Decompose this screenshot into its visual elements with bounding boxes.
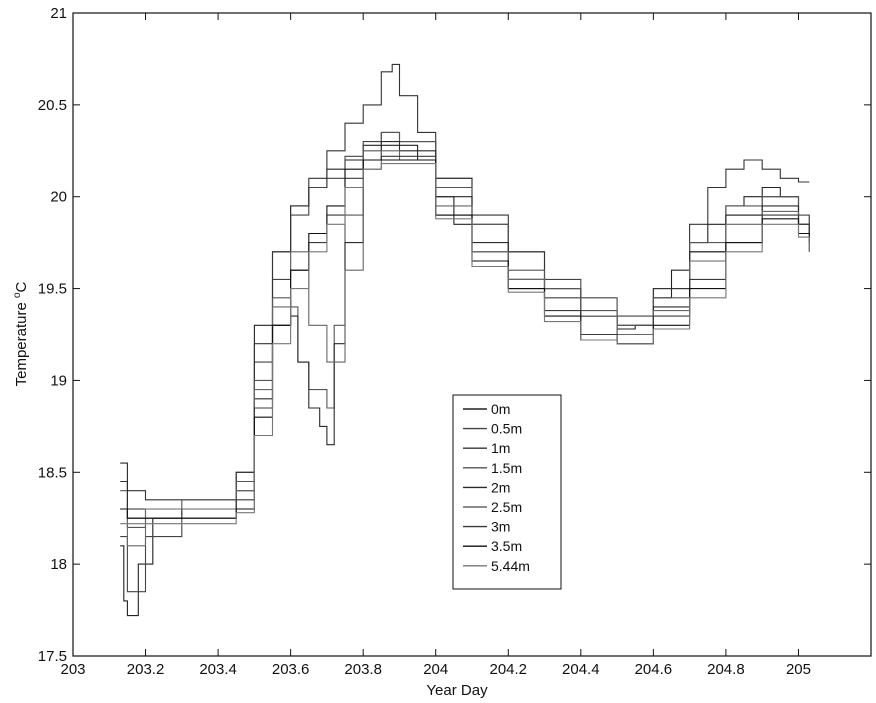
- y-tick-label: 18: [50, 556, 67, 573]
- legend-label: 5.44m: [491, 558, 530, 574]
- legend-label: 1.5m: [491, 460, 522, 476]
- legend-label: 0m: [491, 401, 510, 417]
- x-axis-title: Year Day: [426, 682, 488, 699]
- x-tick-label: 204.6: [635, 661, 673, 678]
- series-line-5.44m: [120, 163, 810, 525]
- series-layer: [120, 63, 810, 617]
- plot-frame: [72, 12, 872, 657]
- y-tick-label: 17.5: [38, 648, 67, 665]
- x-tick-label: 204.4: [562, 661, 600, 678]
- y-tick-label: 20.5: [38, 97, 67, 114]
- legend-label: 2m: [491, 479, 510, 495]
- legend-label: 3m: [491, 519, 510, 535]
- legend-label: 1m: [491, 440, 510, 456]
- series-line-2.5m: [120, 150, 810, 547]
- legend-label: 0.5m: [491, 421, 522, 437]
- x-tick-label: 205: [786, 661, 811, 678]
- series-line-3.5m: [120, 159, 810, 519]
- series-line-1.5m: [120, 131, 810, 528]
- x-tick-label: 203.6: [272, 661, 310, 678]
- y-tick-label: 20: [50, 189, 67, 206]
- y-tick-label: 19.5: [38, 281, 67, 298]
- y-tick-label: 19: [50, 372, 67, 389]
- y-tick-label: 21: [50, 5, 67, 22]
- legend-label: 2.5m: [491, 499, 522, 515]
- legend-label: 3.5m: [491, 538, 522, 554]
- x-tick-label: 204: [423, 661, 448, 678]
- legend-box: [452, 394, 562, 590]
- x-tick-label: 203: [60, 661, 85, 678]
- x-tick-label: 204.2: [489, 661, 527, 678]
- y-axis-title: Temperature oC: [12, 281, 30, 386]
- y-tick-label: 18.5: [38, 464, 67, 481]
- x-tick-label: 204.8: [707, 661, 745, 678]
- x-tick-label: 203.4: [199, 661, 237, 678]
- x-tick-label: 203.8: [344, 661, 382, 678]
- tick-layer: 203 203.2 203.4 203.6 203.8 204 204.2 204.4 204.…: [38, 5, 871, 678]
- x-tick-label: 203.2: [127, 661, 165, 678]
- legend: 0m 0.5m 1m 1.5m 2m 2.5m 3m 3.5m 5.44m: [452, 394, 562, 590]
- series-line-1m: [120, 63, 810, 501]
